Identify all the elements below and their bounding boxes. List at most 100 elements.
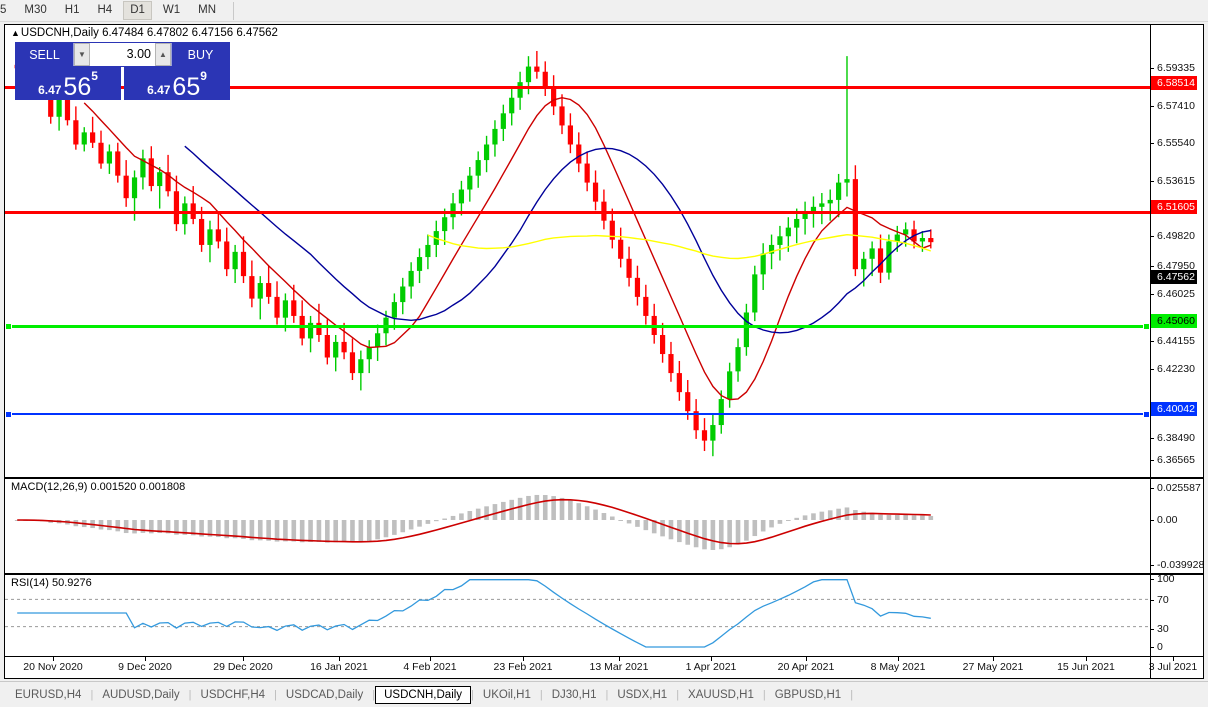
- date-tick: [1086, 657, 1087, 661]
- date-tick: [993, 657, 994, 661]
- macd-pane[interactable]: MACD(12,26,9) 0.001520 0.001808 0.025587…: [5, 477, 1203, 573]
- date-label: 20 Nov 2020: [23, 661, 83, 673]
- level-handle-support-blue[interactable]: [5, 411, 12, 418]
- date-tick: [243, 657, 244, 661]
- level-handle-support-green[interactable]: [5, 323, 12, 330]
- price-axis[interactable]: 6.59335 6.57410 6.55540 6.53615 6.49820 6.479…: [1150, 25, 1203, 501]
- chart-tab-eurusd-h4[interactable]: EURUSD,H4: [15, 688, 82, 701]
- tab-separator: |: [605, 688, 609, 701]
- chart-tabs-bar: EURUSD,H4 | AUDUSD,Daily | USDCHF,H4 | USDCAD,…: [0, 681, 1208, 707]
- price-tag-green[interactable]: 6.45060: [1151, 314, 1197, 328]
- sell-price-prefix: 6.47: [38, 83, 62, 97]
- chart-collapse-icon[interactable]: ▲: [11, 28, 20, 38]
- one-click-trading-panel[interactable]: SELL ▼ 3.00 ▲ BUY 6.47 56 5 6.47 65 9: [15, 42, 230, 100]
- tab-separator: |: [850, 688, 854, 701]
- rsi-plot: [5, 579, 1150, 648]
- volume-increment-button[interactable]: ▲: [155, 43, 171, 66]
- volume-field[interactable]: ▼ 3.00 ▲: [73, 43, 172, 66]
- date-label: 27 May 2021: [962, 661, 1024, 673]
- tab-separator: |: [372, 688, 376, 701]
- date-tick: [523, 657, 524, 661]
- timeframe-button-h1[interactable]: H1: [64, 4, 80, 16]
- level-line-resistance-upper[interactable]: [5, 86, 1150, 89]
- date-tick: [430, 657, 431, 661]
- timeframe-button-d1[interactable]: D1: [123, 1, 152, 20]
- volume-decrement-button[interactable]: ▼: [74, 43, 90, 66]
- buy-price-quote[interactable]: 6.47 65 9: [124, 67, 230, 100]
- price-tag-red[interactable]: 6.58514: [1151, 76, 1197, 90]
- chart-tab-gbpusd-h1[interactable]: GBPUSD,H1: [774, 688, 842, 701]
- toolbar-separator: [233, 1, 235, 20]
- chart-tab-usdchf-h4[interactable]: USDCHF,H4: [200, 688, 266, 701]
- chart-title-text: USDCNH,Daily 6.47484 6.47802 6.47156 6.4…: [20, 27, 278, 39]
- rsi-pane[interactable]: RSI(14) 50.9276 100 70 30 0: [5, 573, 1203, 656]
- rsi-axis: 100 70 30 0: [1150, 575, 1203, 656]
- level-line-support-green[interactable]: [5, 325, 1150, 328]
- tab-separator: |: [676, 688, 680, 701]
- chart-title-bar: ▲USDCNH,Daily 6.47484 6.47802 6.47156 6.…: [11, 27, 278, 39]
- date-label: 9 Dec 2020: [118, 661, 172, 673]
- date-label: 1 Apr 2021: [685, 661, 737, 673]
- timeframe-button-mn[interactable]: MN: [198, 4, 217, 16]
- level-handle-right-0[interactable]: [1143, 323, 1150, 330]
- rsi-tick: 70: [1150, 594, 1169, 606]
- timeframe-button-m30[interactable]: M30: [24, 4, 47, 16]
- level-line-resistance-lower[interactable]: [5, 211, 1150, 214]
- sell-price-quote[interactable]: 6.47 56 5: [15, 67, 121, 100]
- trade-panel-quotes: 6.47 56 5 6.47 65 9: [15, 67, 230, 100]
- date-label: 8 May 2021: [870, 661, 926, 673]
- date-label: 4 Feb 2021: [403, 661, 457, 673]
- sell-price-fraction: 5: [91, 69, 98, 83]
- date-label: 23 Feb 2021: [493, 661, 553, 673]
- sell-button[interactable]: SELL: [16, 43, 73, 66]
- timeframe-button-5[interactable]: 5: [0, 4, 7, 16]
- level-handle-right-1[interactable]: [1143, 411, 1150, 418]
- date-tick: [53, 657, 54, 661]
- tab-separator: |: [471, 688, 474, 701]
- level-line-support-blue[interactable]: [5, 413, 1150, 415]
- tab-separator: |: [762, 688, 766, 701]
- macd-tick: 0.00: [1149, 514, 1177, 526]
- date-tick: [806, 657, 807, 661]
- volume-value[interactable]: 3.00: [90, 43, 155, 66]
- price-tick: 6.57410: [1150, 100, 1195, 112]
- rsi-tick: 100: [1150, 575, 1175, 585]
- price-tag-black[interactable]: 6.47562: [1151, 270, 1197, 284]
- timeframe-button-h4[interactable]: H4: [97, 4, 113, 16]
- buy-price-main: 65: [172, 73, 201, 101]
- price-tag-red[interactable]: 6.51605: [1151, 200, 1197, 214]
- macd-plot: [14, 494, 934, 550]
- date-tick: [339, 657, 340, 661]
- date-label: 20 Apr 2021: [777, 661, 835, 673]
- buy-price-prefix: 6.47: [147, 83, 171, 97]
- price-tick: 6.46025: [1150, 288, 1195, 300]
- macd-title: MACD(12,26,9) 0.001520 0.001808: [11, 481, 186, 493]
- price-tick: 6.49820: [1150, 230, 1195, 242]
- chart-tab-usdx-h1[interactable]: USDX,H1: [617, 688, 668, 701]
- date-label: 13 Mar 2021: [589, 661, 649, 673]
- price-tick: 6.53615: [1150, 175, 1195, 187]
- macd-tick: 0.025587: [1150, 482, 1201, 494]
- price-tag-blue[interactable]: 6.40042: [1151, 402, 1197, 416]
- chart-tab-ukoil-h1[interactable]: UKOil,H1: [482, 688, 531, 701]
- chart-frame[interactable]: ▲USDCNH,Daily 6.47484 6.47802 6.47156 6.…: [4, 24, 1204, 679]
- date-tick: [898, 657, 899, 661]
- date-label: 29 Dec 2020: [213, 661, 273, 673]
- timeframe-button-w1[interactable]: W1: [162, 4, 181, 16]
- chart-tab-audusd-daily[interactable]: AUDUSD,Daily: [102, 688, 180, 701]
- chart-tab-usdcad-daily[interactable]: USDCAD,Daily: [285, 688, 364, 701]
- chart-tab-usdcnh-daily[interactable]: USDCNH,Daily: [375, 685, 472, 704]
- chart-tab-xauusd-h1[interactable]: XAUUSD,H1: [688, 688, 754, 701]
- price-pane[interactable]: [5, 25, 1203, 477]
- date-label: 3 Jul 2021: [1148, 661, 1198, 673]
- price-tick: 6.44155: [1150, 335, 1195, 347]
- date-label: 15 Jun 2021: [1057, 661, 1115, 673]
- tab-separator: |: [188, 688, 192, 701]
- date-tick: [1173, 657, 1174, 661]
- date-tick: [145, 657, 146, 661]
- tab-separator: |: [539, 688, 543, 701]
- buy-button[interactable]: BUY: [172, 43, 229, 66]
- chart-tab-dj30-h1[interactable]: DJ30,H1: [551, 688, 597, 701]
- date-axis[interactable]: 20 Nov 2020 9 Dec 2020 29 Dec 2020 16 Jan 2…: [5, 656, 1203, 678]
